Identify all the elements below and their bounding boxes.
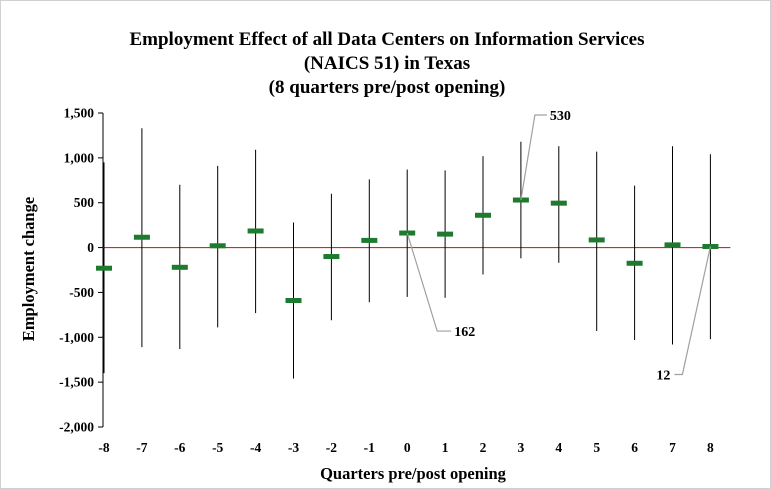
annotation-leader-line bbox=[520, 114, 547, 201]
x-tick-label: 0 bbox=[404, 440, 411, 455]
x-tick-label: -5 bbox=[212, 440, 223, 455]
annotation-label: 530 bbox=[550, 109, 571, 124]
x-tick-label: 3 bbox=[518, 440, 525, 455]
estimate-marker bbox=[285, 298, 302, 304]
y-tick-label: 0 bbox=[87, 240, 94, 255]
estimate-marker bbox=[171, 264, 188, 270]
y-tick-label: -1,500 bbox=[59, 375, 94, 390]
estimate-marker bbox=[209, 243, 226, 249]
x-axis-title: Quarters pre/post opening bbox=[320, 464, 507, 483]
y-tick-label: -2,000 bbox=[59, 420, 94, 435]
x-tick-label: -1 bbox=[364, 440, 375, 455]
y-tick-label: -500 bbox=[69, 285, 94, 300]
x-tick-label: 8 bbox=[707, 440, 714, 455]
y-tick-label: 1,500 bbox=[64, 106, 95, 121]
chart-title-line-2: (NAICS 51) in Texas bbox=[304, 53, 470, 74]
x-tick-label: 7 bbox=[669, 440, 676, 455]
chart-title-line-1: Employment Effect of all Data Centers on… bbox=[129, 29, 644, 50]
annotation-label: 162 bbox=[454, 325, 475, 340]
estimate-marker bbox=[588, 237, 605, 243]
x-tick-label: -6 bbox=[174, 440, 185, 455]
x-tick-label: 5 bbox=[593, 440, 600, 455]
estimate-marker bbox=[323, 254, 340, 260]
annotation-leader-line bbox=[406, 232, 452, 332]
estimate-marker bbox=[247, 228, 264, 234]
x-tick-label: 2 bbox=[480, 440, 487, 455]
chart-title: Employment Effect of all Data Centers on… bbox=[129, 29, 644, 98]
estimate-marker bbox=[133, 234, 150, 240]
annotation-leader-line bbox=[674, 246, 711, 376]
x-tick-label: -4 bbox=[250, 440, 261, 455]
annotation-label: 12 bbox=[656, 368, 670, 383]
x-tick-label: -2 bbox=[326, 440, 337, 455]
x-tick-label: 4 bbox=[555, 440, 562, 455]
estimate-marker bbox=[626, 260, 643, 266]
estimate-marker bbox=[361, 237, 378, 243]
chart-title-line-3: (8 quarters pre/post opening) bbox=[269, 77, 506, 98]
x-tick-label: 6 bbox=[631, 440, 638, 455]
estimate-marker bbox=[96, 265, 112, 271]
y-tick-label: 500 bbox=[74, 195, 95, 210]
estimate-marker bbox=[437, 231, 454, 237]
x-tick-label: -7 bbox=[136, 440, 147, 455]
y-tick-label: -1,000 bbox=[59, 330, 94, 345]
x-tick-label: -3 bbox=[288, 440, 299, 455]
x-tick-label: 1 bbox=[442, 440, 449, 455]
x-tick-label: -8 bbox=[98, 440, 109, 455]
y-tick-label: 1,000 bbox=[64, 150, 95, 165]
y-axis-title: Employment change bbox=[19, 197, 38, 341]
estimate-marker bbox=[550, 200, 567, 206]
estimate-marker bbox=[475, 212, 491, 218]
plot-area: 1,500 1,000 500 0 -500 -1,000 -1,500 -2,000 -8 -7… bbox=[59, 106, 731, 455]
estimate-marker bbox=[664, 242, 681, 248]
